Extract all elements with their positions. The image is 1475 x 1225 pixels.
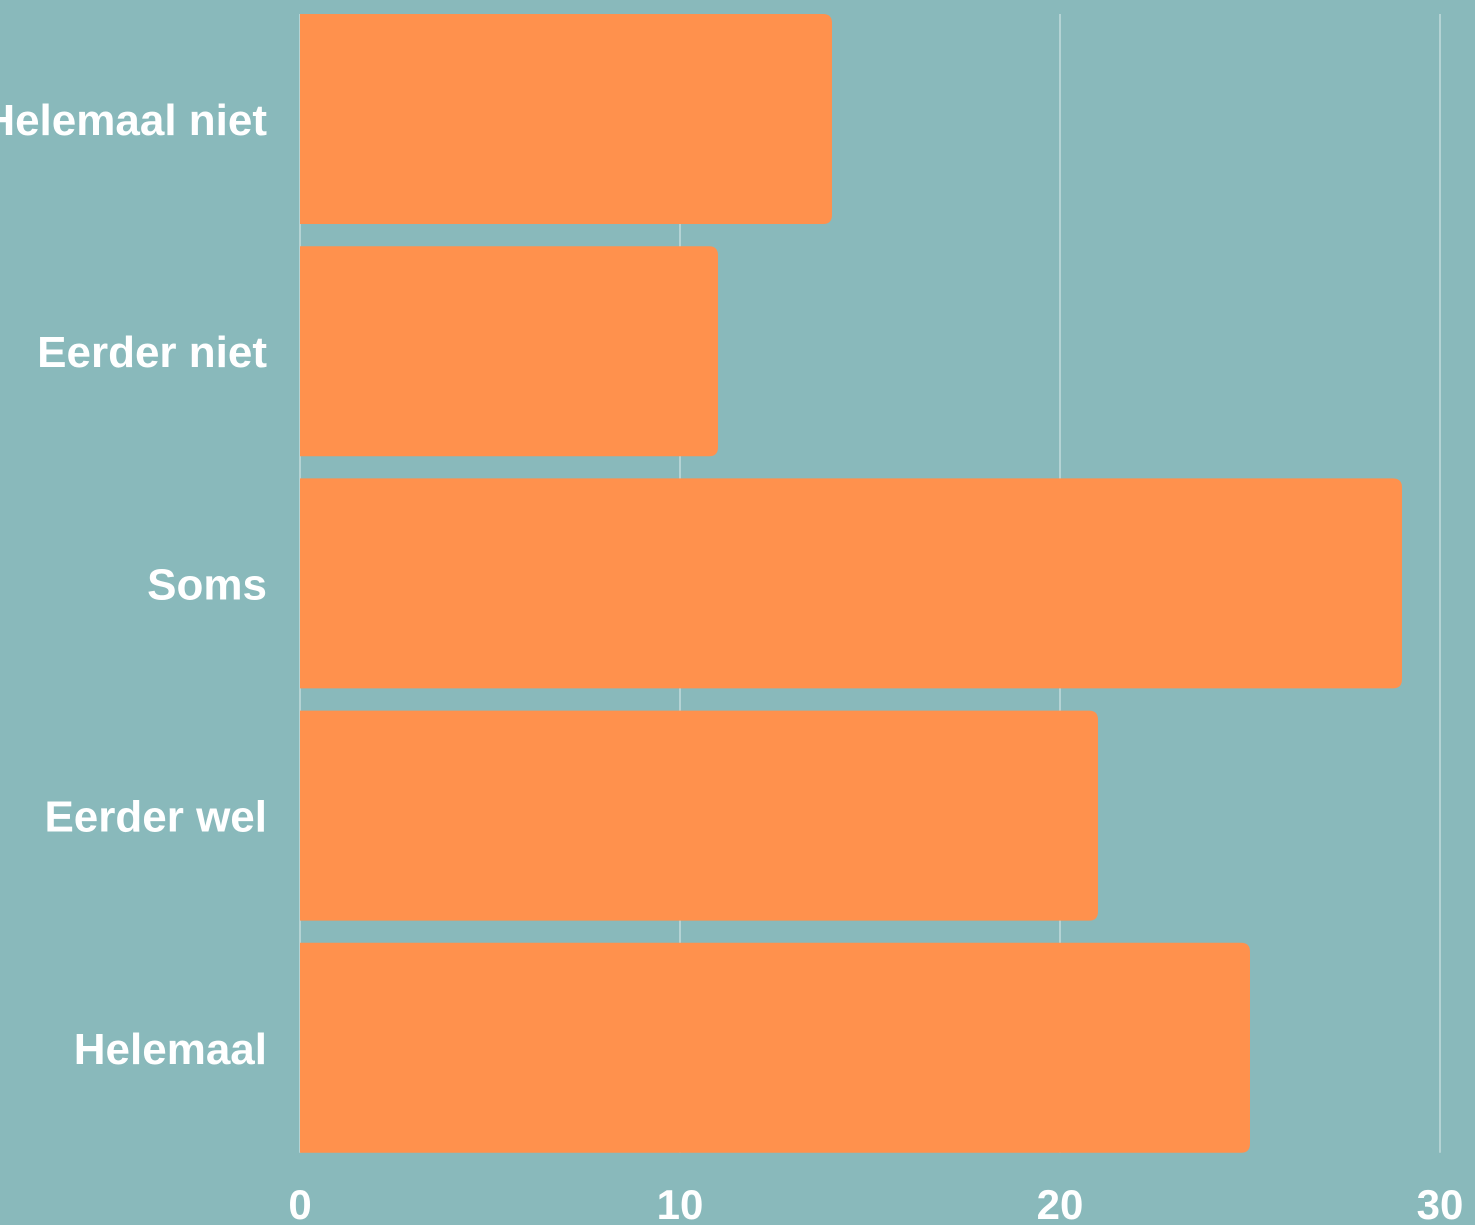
bar-1 xyxy=(300,246,718,457)
x-tick-label-0: 0 xyxy=(288,1181,311,1225)
category-label-3: Eerder wel xyxy=(44,793,267,842)
category-label-0: Helemaal niet xyxy=(0,96,267,145)
x-tick-label-1: 10 xyxy=(657,1181,704,1225)
category-label-4: Helemaal xyxy=(74,1025,267,1074)
category-labels: Helemaal niet Eerder niet Soms Eerder wel He… xyxy=(0,96,267,1074)
bar-0 xyxy=(300,14,832,224)
category-label-2: Soms xyxy=(147,560,267,609)
x-tick-label-3: 30 xyxy=(1417,1181,1464,1225)
x-tick-label-2: 20 xyxy=(1037,1181,1084,1225)
bar-4 xyxy=(300,942,1250,1153)
bar-3 xyxy=(300,710,1098,921)
category-label-1: Eerder niet xyxy=(37,328,267,377)
bars xyxy=(300,14,1402,1153)
x-axis-tick-labels: 0 10 20 30 xyxy=(288,1181,1463,1225)
bar-2 xyxy=(300,478,1402,689)
